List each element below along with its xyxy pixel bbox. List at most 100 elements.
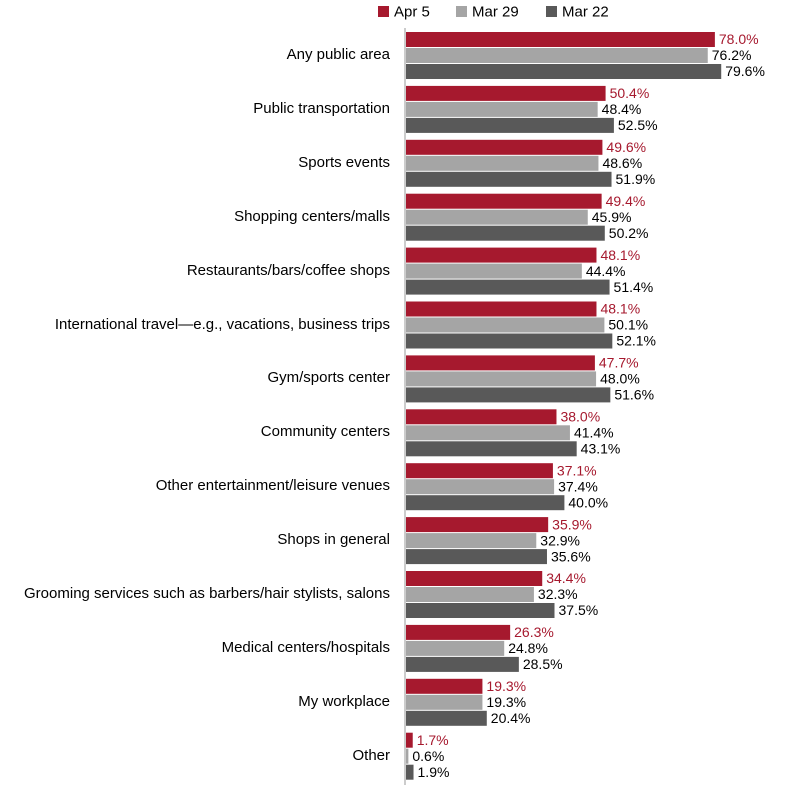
- category-label: Medical centers/hospitals: [0, 628, 390, 668]
- value-label: 48.1%: [600, 301, 640, 317]
- bar: [406, 640, 505, 656]
- bar: [406, 85, 606, 101]
- value-label: 52.5%: [618, 117, 658, 133]
- bar: [406, 64, 722, 79]
- value-label: 52.1%: [616, 333, 656, 349]
- value-label: 37.1%: [557, 462, 597, 478]
- value-label: 44.4%: [586, 263, 626, 279]
- bar: [406, 155, 599, 171]
- value-label: 32.9%: [540, 532, 580, 548]
- bar: [406, 301, 597, 317]
- legend-swatch: [456, 6, 467, 17]
- bar: [406, 587, 534, 602]
- category-label: Shopping centers/malls: [0, 197, 390, 237]
- bar: [406, 279, 610, 295]
- category-text: Other: [352, 746, 390, 764]
- bar: [406, 117, 614, 133]
- legend-swatch: [546, 6, 557, 17]
- value-label: 50.2%: [609, 225, 649, 241]
- legend-label: Mar 29: [472, 3, 519, 20]
- category-label: Gym/sports center: [0, 358, 390, 398]
- bar: [406, 32, 715, 47]
- bar: [406, 533, 537, 549]
- bar: [406, 678, 483, 694]
- value-label: 79.6%: [725, 63, 765, 79]
- value-label: 40.0%: [568, 494, 608, 510]
- category-text: Public transportation: [253, 99, 390, 117]
- bar: [406, 171, 612, 187]
- value-label: 43.1%: [581, 441, 621, 457]
- bar: [406, 371, 597, 387]
- value-label: 47.7%: [599, 355, 639, 371]
- bar: [406, 425, 570, 441]
- bar: [406, 495, 565, 511]
- bar: [406, 571, 543, 586]
- value-label: 35.6%: [551, 548, 591, 564]
- bar: [406, 624, 511, 640]
- value-label: 50.1%: [608, 317, 648, 333]
- category-text: Community centers: [260, 423, 390, 441]
- bar: [406, 764, 414, 780]
- category-label: Community centers: [0, 412, 390, 452]
- value-label: 49.6%: [606, 139, 646, 155]
- bar: [406, 694, 483, 710]
- bar: [406, 263, 582, 279]
- bar: [406, 209, 588, 225]
- category-label: Sports events: [0, 143, 390, 183]
- bar: [406, 479, 555, 495]
- value-label: 0.6%: [412, 748, 444, 764]
- value-label: 51.4%: [614, 279, 654, 295]
- category-label: Grooming services such as barbers/hair s…: [0, 574, 390, 614]
- category-text: Any public area: [286, 46, 390, 63]
- value-label: 76.2%: [712, 47, 752, 63]
- value-label: 24.8%: [508, 640, 548, 656]
- bar: [406, 517, 549, 533]
- legend-label: Mar 22: [562, 3, 609, 20]
- bar: [406, 193, 602, 209]
- value-label: 45.9%: [592, 209, 632, 225]
- value-label: 28.5%: [523, 656, 563, 672]
- category-label: Other: [0, 736, 390, 776]
- category-text: Sports events: [298, 153, 390, 171]
- category-text: My workplace: [298, 692, 390, 710]
- category-text: Gym/sports center: [267, 369, 390, 387]
- category-text: Other entertainment/leisure venues: [155, 477, 390, 495]
- value-label: 38.0%: [560, 409, 600, 425]
- value-label: 50.4%: [610, 85, 650, 101]
- legend-swatch: [378, 6, 389, 17]
- bar: [406, 549, 547, 565]
- value-label: 49.4%: [606, 193, 646, 209]
- value-label: 1.7%: [417, 732, 449, 748]
- value-label: 19.3%: [486, 694, 526, 710]
- category-label: Shops in general: [0, 520, 390, 560]
- value-label: 37.4%: [558, 478, 598, 494]
- bar: [406, 710, 487, 726]
- bar: [406, 355, 595, 371]
- value-label: 19.3%: [486, 678, 526, 694]
- category-text: Restaurants/bars/coffee shops: [186, 261, 390, 279]
- category-text: Shops in general: [277, 531, 390, 549]
- bar: [406, 387, 611, 403]
- bar: [406, 333, 613, 349]
- value-label: 20.4%: [491, 710, 531, 726]
- value-label: 32.3%: [538, 586, 578, 602]
- category-text: Grooming services such as barbers/hair s…: [24, 585, 390, 602]
- bar: [406, 603, 555, 618]
- value-label: 26.3%: [514, 624, 554, 640]
- legend-label: Apr 5: [394, 3, 430, 20]
- category-text: Medical centers/hospitals: [221, 638, 390, 656]
- bar: [406, 48, 708, 63]
- category-label: Any public area: [0, 35, 390, 75]
- bar: [406, 317, 605, 333]
- value-label: 51.9%: [616, 171, 656, 187]
- value-label: 41.4%: [574, 425, 614, 441]
- bar: [406, 463, 553, 479]
- category-text: Shopping centers/malls: [234, 207, 390, 225]
- category-label: Restaurants/bars/coffee shops: [0, 251, 390, 291]
- value-label: 78.0%: [719, 31, 759, 47]
- category-label: Other entertainment/leisure venues: [0, 466, 390, 506]
- value-label: 48.1%: [600, 247, 640, 263]
- value-label: 34.4%: [546, 570, 586, 586]
